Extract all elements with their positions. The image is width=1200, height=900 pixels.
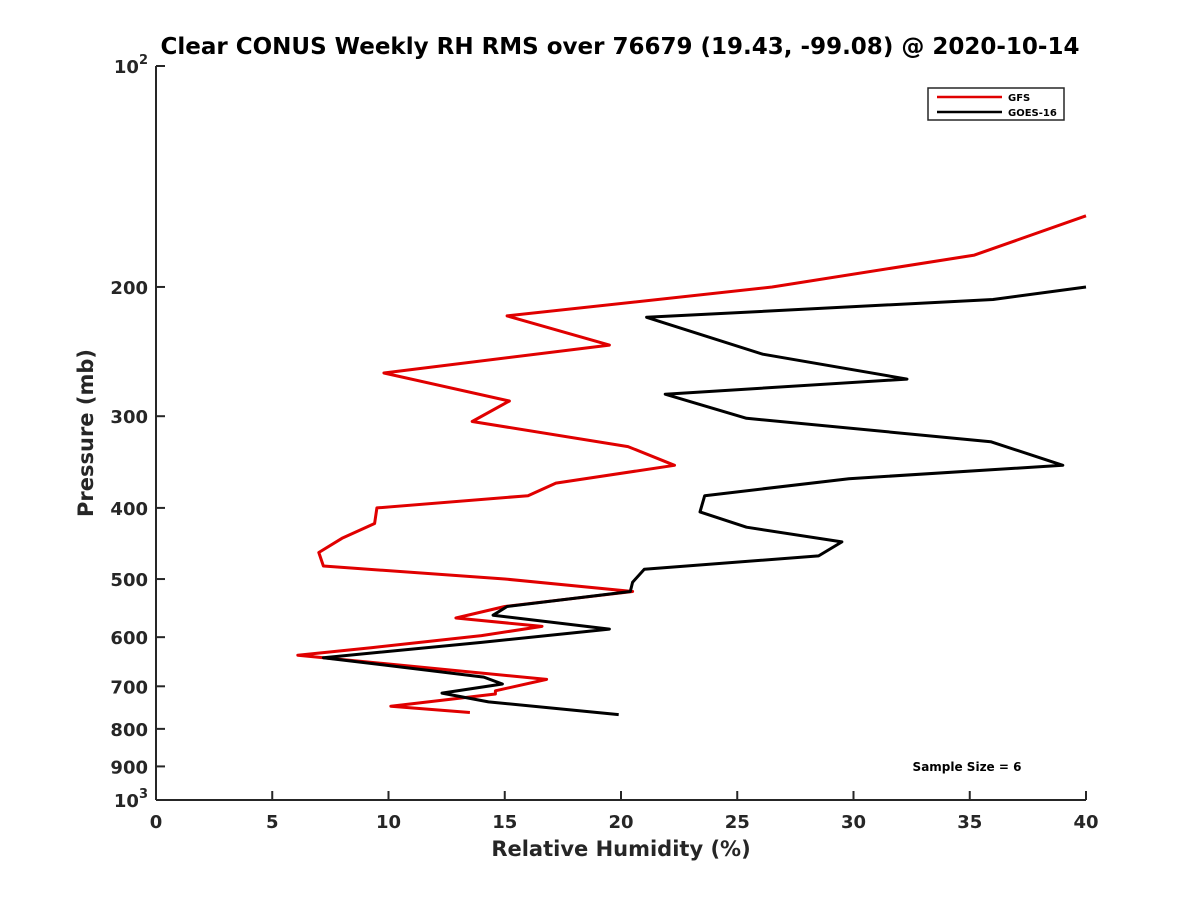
x-tick-label: 25: [725, 812, 750, 833]
x-tick-label: 20: [608, 812, 633, 833]
x-tick-label: 0: [150, 812, 163, 833]
x-tick-label: 30: [841, 812, 866, 833]
y-tick-label: 103: [114, 787, 148, 812]
x-tick-label: 10: [376, 812, 401, 833]
y-tick-exponent: 2: [139, 53, 148, 68]
y-tick-label: 200: [110, 278, 148, 299]
series-line-goes-16: [321, 285, 1087, 717]
y-tick-base: 10: [114, 57, 139, 78]
y-tick-label: 400: [110, 499, 148, 520]
y-tick-label: 900: [110, 757, 148, 778]
x-tick-label: 40: [1073, 812, 1098, 833]
y-tick-label: 800: [110, 720, 148, 741]
y-tick-label: 300: [110, 407, 148, 428]
y-axis-label: Pressure (mb): [74, 349, 98, 517]
legend-items: GFS GOES-16: [937, 93, 1057, 119]
y-tick-label: 700: [110, 677, 148, 698]
series-layer: [296, 214, 1087, 717]
x-ticks: 0 5 10 15 20 25 30 35 40: [150, 791, 1099, 833]
x-tick-label: 35: [957, 812, 982, 833]
x-axis-label: Relative Humidity (%): [491, 837, 750, 861]
legend-label: GFS: [1008, 93, 1030, 104]
x-tick-label: 5: [266, 812, 279, 833]
y-tick-label: 102: [114, 53, 148, 78]
legend: GFS GOES-16: [927, 87, 1065, 121]
y-tick-base: 10: [114, 791, 139, 812]
legend-box: [927, 87, 1065, 121]
y-tick-label: 600: [110, 628, 148, 649]
y-tick-label: 500: [110, 570, 148, 591]
legend-label: GOES-16: [1008, 108, 1057, 119]
chart-title: Clear CONUS Weekly RH RMS over 76679 (19…: [161, 34, 1080, 60]
y-tick-exponent: 3: [139, 787, 148, 802]
x-tick-label: 15: [492, 812, 517, 833]
sample-size-annotation: Sample Size = 6: [913, 760, 1022, 774]
